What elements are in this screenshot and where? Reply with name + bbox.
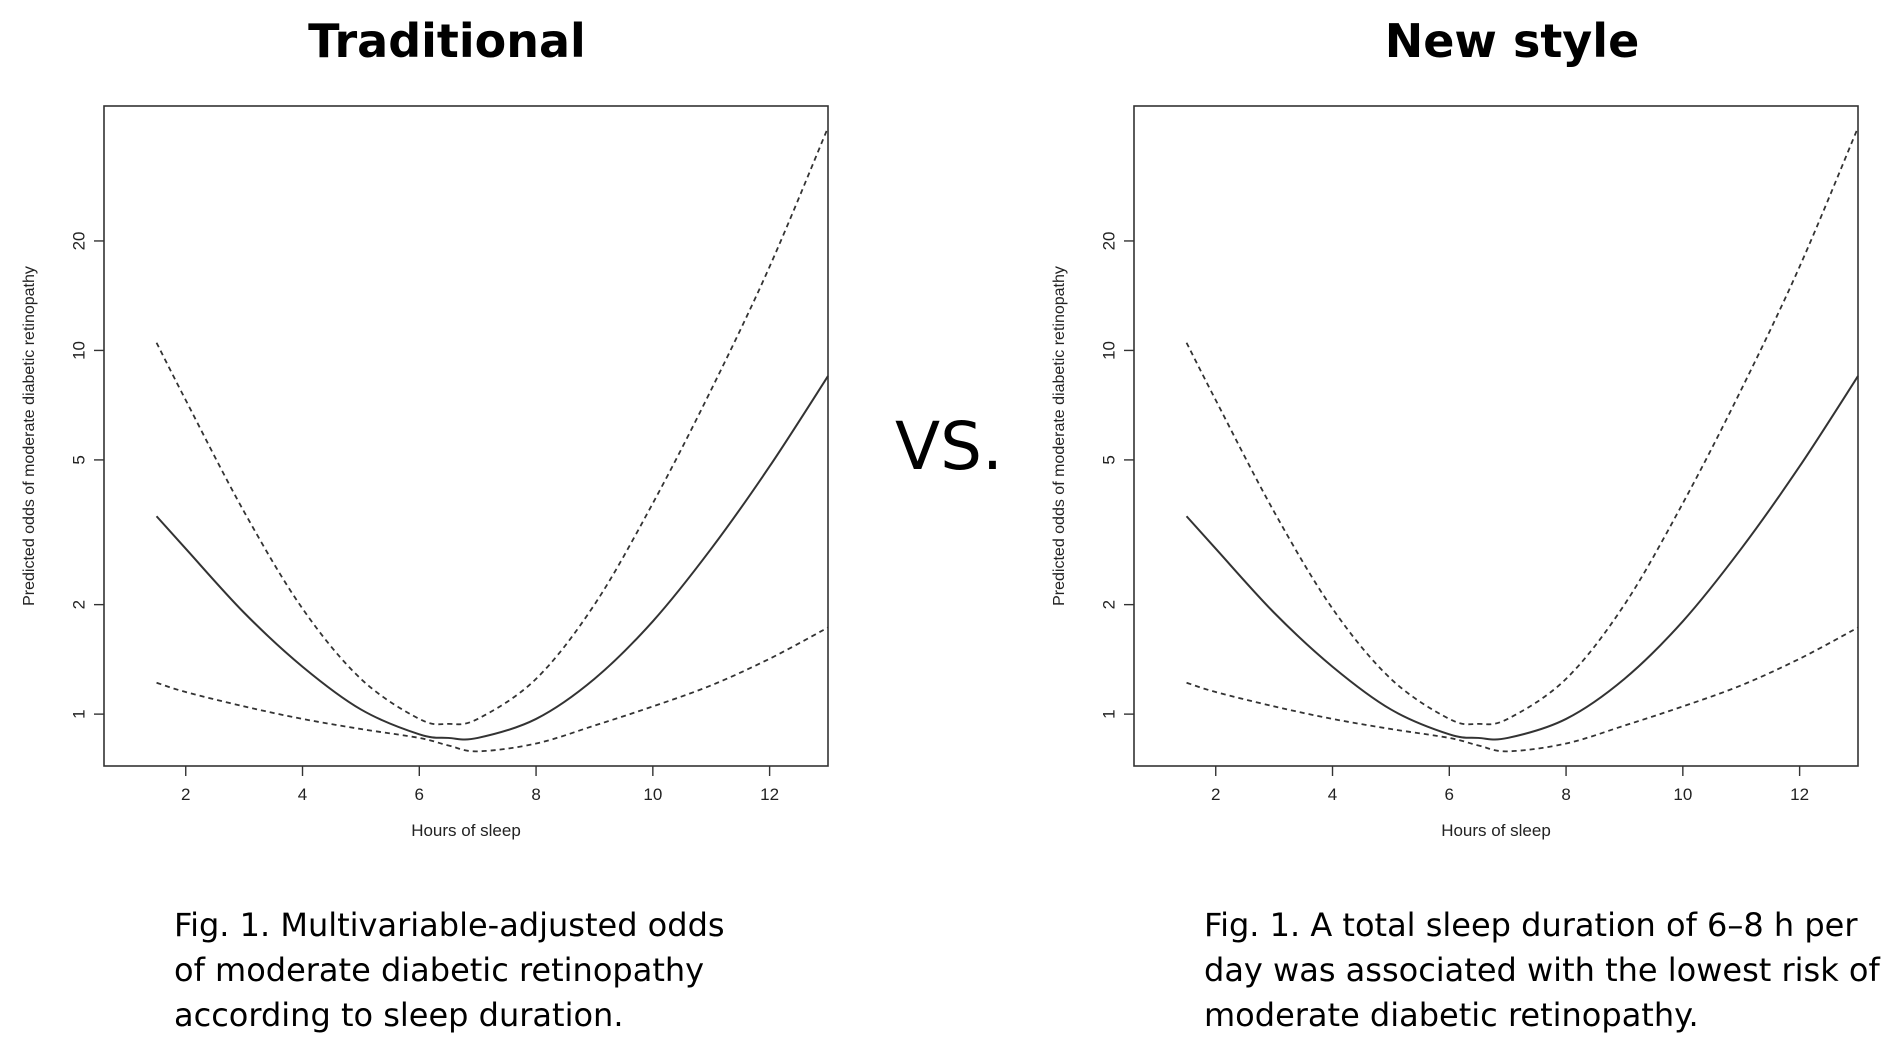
x-axis-label: Hours of sleep [411, 821, 521, 840]
x-tick-label: 2 [1211, 785, 1220, 804]
left-caption: Fig. 1. Multivariable-adjusted odds of m… [174, 906, 725, 1034]
x-tick-label: 8 [531, 785, 540, 804]
x-tick-label: 12 [1790, 785, 1809, 804]
series-line-lower-ci [156, 626, 829, 753]
x-tick-label: 8 [1561, 785, 1570, 804]
vs-label: VS. [895, 408, 1004, 485]
left-panel-title: Traditional [308, 14, 586, 68]
right-panel-title: New style [1384, 14, 1640, 68]
y-tick-label: 5 [69, 455, 88, 464]
series-line-lower-ci [1186, 626, 1859, 753]
series-line-upper-ci [1185, 127, 1859, 726]
y-tick-label: 10 [1099, 341, 1118, 360]
x-tick-label: 4 [298, 785, 307, 804]
y-tick-label: 5 [1099, 455, 1118, 464]
y-tick-label: 20 [1099, 231, 1118, 250]
series-line-upper-ci [155, 127, 829, 726]
y-tick-label: 10 [69, 341, 88, 360]
y-tick-label: 1 [69, 709, 88, 718]
x-axis-label: Hours of sleep [1441, 821, 1551, 840]
x-tick-label: 4 [1328, 785, 1337, 804]
y-tick-label: 2 [1099, 600, 1118, 609]
x-tick-label: 10 [1673, 785, 1692, 804]
x-tick-label: 6 [1445, 785, 1454, 804]
y-tick-label: 1 [1099, 709, 1118, 718]
series-line-estimate [155, 375, 829, 741]
x-tick-label: 10 [643, 785, 662, 804]
x-tick-label: 12 [760, 785, 779, 804]
plot-frame [103, 105, 829, 767]
plot-frame [1133, 105, 1859, 767]
y-axis-label: Predicted odds of moderate diabetic reti… [1051, 266, 1068, 606]
x-tick-label: 2 [181, 785, 190, 804]
y-tick-label: 20 [69, 231, 88, 250]
y-axis-label: Predicted odds of moderate diabetic reti… [21, 266, 38, 606]
y-tick-label: 2 [69, 600, 88, 609]
right-caption: Fig. 1. A total sleep duration of 6–8 h … [1204, 906, 1880, 1034]
series-line-estimate [1185, 375, 1859, 741]
x-tick-label: 6 [415, 785, 424, 804]
